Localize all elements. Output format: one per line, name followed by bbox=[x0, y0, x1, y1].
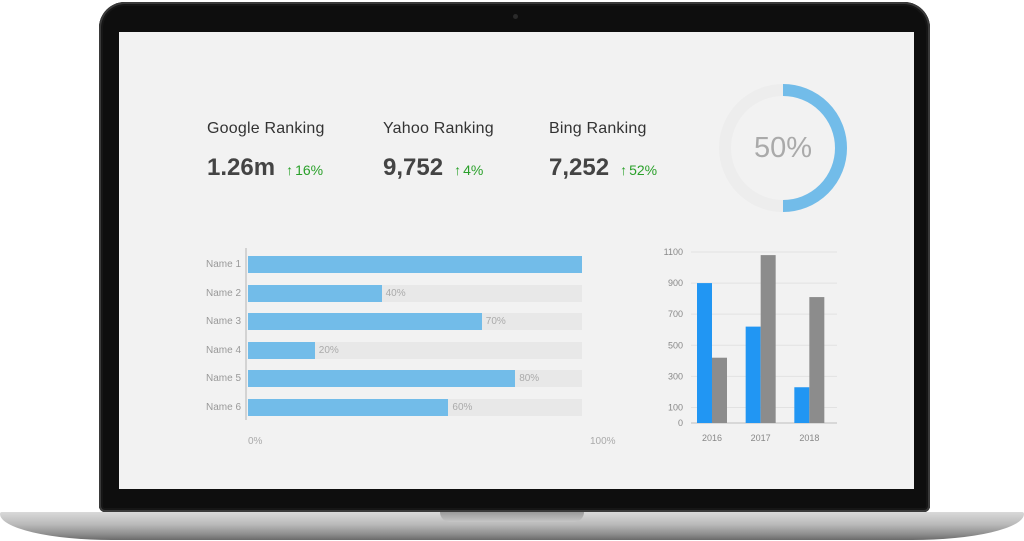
y-tick-label: 1100 bbox=[664, 247, 683, 257]
stat-value: 7,252 bbox=[549, 154, 610, 181]
bar-track bbox=[248, 398, 582, 416]
bar-row: Name 4 20% bbox=[197, 341, 617, 359]
y-tick-label: 700 bbox=[668, 309, 683, 319]
column-bar bbox=[794, 387, 810, 423]
y-tick-label: 900 bbox=[668, 278, 683, 288]
x-tick-label: 2016 bbox=[702, 433, 722, 443]
stat-change-value: 52% bbox=[629, 162, 658, 178]
value-label: 70% bbox=[485, 316, 506, 327]
stat-change: ↑ 16% bbox=[286, 162, 323, 178]
bar bbox=[248, 341, 315, 359]
x-tick-label: 2017 bbox=[751, 433, 771, 443]
donut-arc bbox=[782, 84, 847, 212]
bar bbox=[248, 256, 582, 273]
category-label: Name 3 bbox=[205, 316, 241, 327]
column-bar bbox=[760, 255, 776, 423]
y-tick-label: 100 bbox=[668, 402, 683, 412]
x-tick-label: 2018 bbox=[799, 433, 819, 443]
column-bar bbox=[809, 297, 825, 423]
category-label: Name 5 bbox=[205, 373, 241, 384]
value-label: 40% bbox=[385, 287, 406, 299]
value-label: 20% bbox=[318, 344, 339, 356]
stat-bing: Bing Ranking 7,252 ↑ 52% bbox=[549, 120, 657, 182]
bar bbox=[248, 398, 449, 416]
stat-title: Yahoo Ranking bbox=[383, 120, 494, 137]
stat-change: ↑ 52% bbox=[620, 162, 657, 178]
y-axis-line bbox=[245, 248, 247, 420]
arrow-up-icon: ↑ bbox=[286, 162, 294, 178]
arrow-up-icon: ↑ bbox=[454, 162, 462, 178]
bar bbox=[248, 313, 482, 330]
column-bar bbox=[712, 357, 727, 423]
donut-chart bbox=[719, 84, 847, 212]
category-label: Name 2 bbox=[205, 287, 241, 299]
bar-row: Name 5 80% bbox=[197, 370, 617, 387]
bar-row: Name 6 60% bbox=[197, 398, 617, 416]
y-tick-label: 300 bbox=[668, 371, 683, 381]
category-label: Name 4 bbox=[205, 344, 241, 356]
donut-label: 50% bbox=[753, 132, 813, 164]
stat-value: 1.26m bbox=[207, 154, 276, 181]
bar-track bbox=[248, 370, 582, 387]
column-chart: 0 100 300 500 700 900 1100 2016 2017 2018 bbox=[664, 247, 837, 443]
arrow-up-icon: ↑ bbox=[620, 162, 628, 178]
y-tick-label: 500 bbox=[668, 340, 683, 350]
category-label: Name 1 bbox=[205, 259, 241, 270]
x-tick-label: 100% bbox=[590, 436, 616, 447]
bar-row: Name 2 40% bbox=[197, 284, 617, 302]
bar-row: Name 1 bbox=[197, 256, 617, 273]
bar bbox=[248, 284, 382, 302]
column-bar bbox=[697, 283, 712, 423]
x-tick-label: 0% bbox=[248, 436, 263, 447]
stat-yahoo: Yahoo Ranking 9,752 ↑ 4% bbox=[383, 120, 494, 182]
stat-title: Google Ranking bbox=[207, 120, 325, 137]
y-tick-label: 0 bbox=[678, 418, 683, 428]
stat-value: 9,752 bbox=[383, 154, 444, 181]
stat-google: Google Ranking 1.26m ↑ 16% bbox=[207, 120, 325, 182]
value-label: 80% bbox=[519, 373, 540, 384]
bar-track bbox=[248, 313, 582, 330]
value-label: 60% bbox=[452, 401, 473, 413]
dashboard-screen: Google Ranking 1.26m ↑ 16% Yahoo Ranking … bbox=[119, 32, 914, 489]
horizontal-bar-chart: Name 1 Name 2 40% Name 3 70% Name 4 20% Name 5 8… bbox=[197, 248, 617, 468]
bar-track bbox=[248, 341, 582, 359]
bar-track bbox=[248, 256, 582, 273]
column-bar bbox=[745, 326, 761, 423]
stat-title: Bing Ranking bbox=[549, 120, 647, 137]
bar-row: Name 3 70% bbox=[197, 313, 617, 330]
bar-track bbox=[248, 284, 582, 302]
category-label: Name 6 bbox=[205, 401, 241, 413]
camera-icon bbox=[513, 14, 518, 19]
stat-change-value: 16% bbox=[295, 162, 324, 178]
stat-change-value: 4% bbox=[463, 162, 484, 178]
laptop-notch bbox=[440, 512, 584, 522]
stat-change: ↑ 4% bbox=[454, 162, 483, 178]
bar bbox=[248, 370, 516, 387]
